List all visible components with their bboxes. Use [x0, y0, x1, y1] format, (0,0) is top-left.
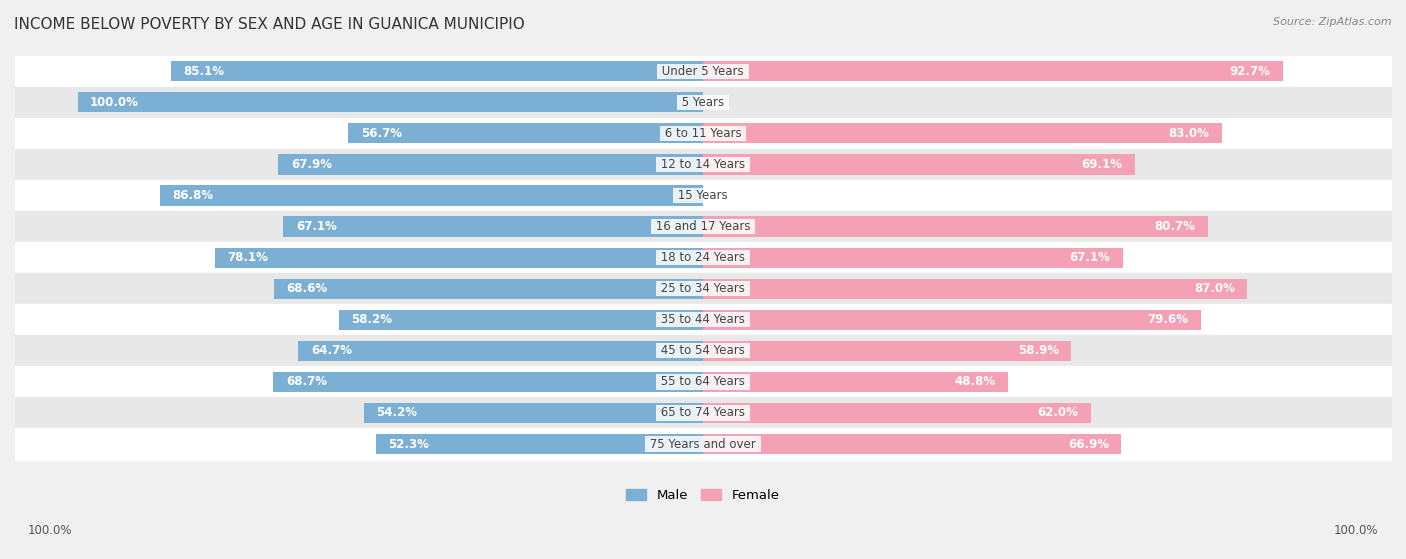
Text: 100.0%: 100.0% [1333, 524, 1378, 537]
Bar [703, 434, 1122, 454]
Bar [215, 248, 703, 268]
Bar [375, 434, 703, 454]
Bar [284, 216, 703, 236]
Bar [703, 61, 1282, 81]
Bar [703, 278, 1247, 299]
Text: 16 and 17 Years: 16 and 17 Years [652, 220, 754, 233]
Bar [274, 278, 703, 299]
Bar [703, 403, 1091, 423]
Text: 92.7%: 92.7% [1229, 65, 1270, 78]
Bar [364, 403, 703, 423]
Text: 62.0%: 62.0% [1038, 406, 1078, 419]
Bar [703, 123, 1222, 144]
Text: 65 to 74 Years: 65 to 74 Years [657, 406, 749, 419]
Text: 66.9%: 66.9% [1067, 438, 1109, 451]
Bar [703, 216, 1208, 236]
Text: 55 to 64 Years: 55 to 64 Years [657, 376, 749, 389]
Bar [703, 341, 1071, 361]
Bar [160, 186, 703, 206]
Legend: Male, Female: Male, Female [621, 484, 785, 508]
Bar [349, 123, 703, 144]
Text: 15 Years: 15 Years [675, 189, 731, 202]
Text: 64.7%: 64.7% [311, 344, 352, 357]
Text: 69.1%: 69.1% [1081, 158, 1122, 171]
Text: 52.3%: 52.3% [388, 438, 429, 451]
Text: 67.9%: 67.9% [291, 158, 332, 171]
Bar [273, 372, 703, 392]
Text: INCOME BELOW POVERTY BY SEX AND AGE IN GUANICA MUNICIPIO: INCOME BELOW POVERTY BY SEX AND AGE IN G… [14, 17, 524, 32]
Text: 45 to 54 Years: 45 to 54 Years [657, 344, 749, 357]
Text: 79.6%: 79.6% [1147, 313, 1188, 326]
Bar [339, 310, 703, 330]
Bar [170, 61, 703, 81]
Text: Source: ZipAtlas.com: Source: ZipAtlas.com [1274, 17, 1392, 27]
Text: 67.1%: 67.1% [1070, 251, 1111, 264]
Text: 68.6%: 68.6% [287, 282, 328, 295]
Bar [77, 92, 703, 112]
Text: 35 to 44 Years: 35 to 44 Years [657, 313, 749, 326]
Bar [703, 372, 1008, 392]
Text: 78.1%: 78.1% [226, 251, 269, 264]
Text: 100.0%: 100.0% [28, 524, 73, 537]
Bar [298, 341, 703, 361]
Bar [703, 154, 1135, 174]
Text: 68.7%: 68.7% [285, 376, 326, 389]
Text: 85.1%: 85.1% [183, 65, 224, 78]
Text: 87.0%: 87.0% [1194, 282, 1234, 295]
Text: 48.8%: 48.8% [955, 376, 995, 389]
Bar [703, 310, 1201, 330]
Bar [703, 248, 1122, 268]
Bar [278, 154, 703, 174]
Text: 58.2%: 58.2% [352, 313, 392, 326]
Text: 6 to 11 Years: 6 to 11 Years [661, 127, 745, 140]
Text: 25 to 34 Years: 25 to 34 Years [657, 282, 749, 295]
Text: 80.7%: 80.7% [1154, 220, 1195, 233]
Text: 54.2%: 54.2% [377, 406, 418, 419]
Text: 12 to 14 Years: 12 to 14 Years [657, 158, 749, 171]
Text: Under 5 Years: Under 5 Years [658, 65, 748, 78]
Text: 56.7%: 56.7% [361, 127, 402, 140]
Text: 58.9%: 58.9% [1018, 344, 1059, 357]
Text: 100.0%: 100.0% [90, 96, 139, 109]
Text: 75 Years and over: 75 Years and over [647, 438, 759, 451]
Text: 5 Years: 5 Years [678, 96, 728, 109]
Text: 83.0%: 83.0% [1168, 127, 1209, 140]
Text: 67.1%: 67.1% [295, 220, 336, 233]
Text: 18 to 24 Years: 18 to 24 Years [657, 251, 749, 264]
Text: 86.8%: 86.8% [173, 189, 214, 202]
